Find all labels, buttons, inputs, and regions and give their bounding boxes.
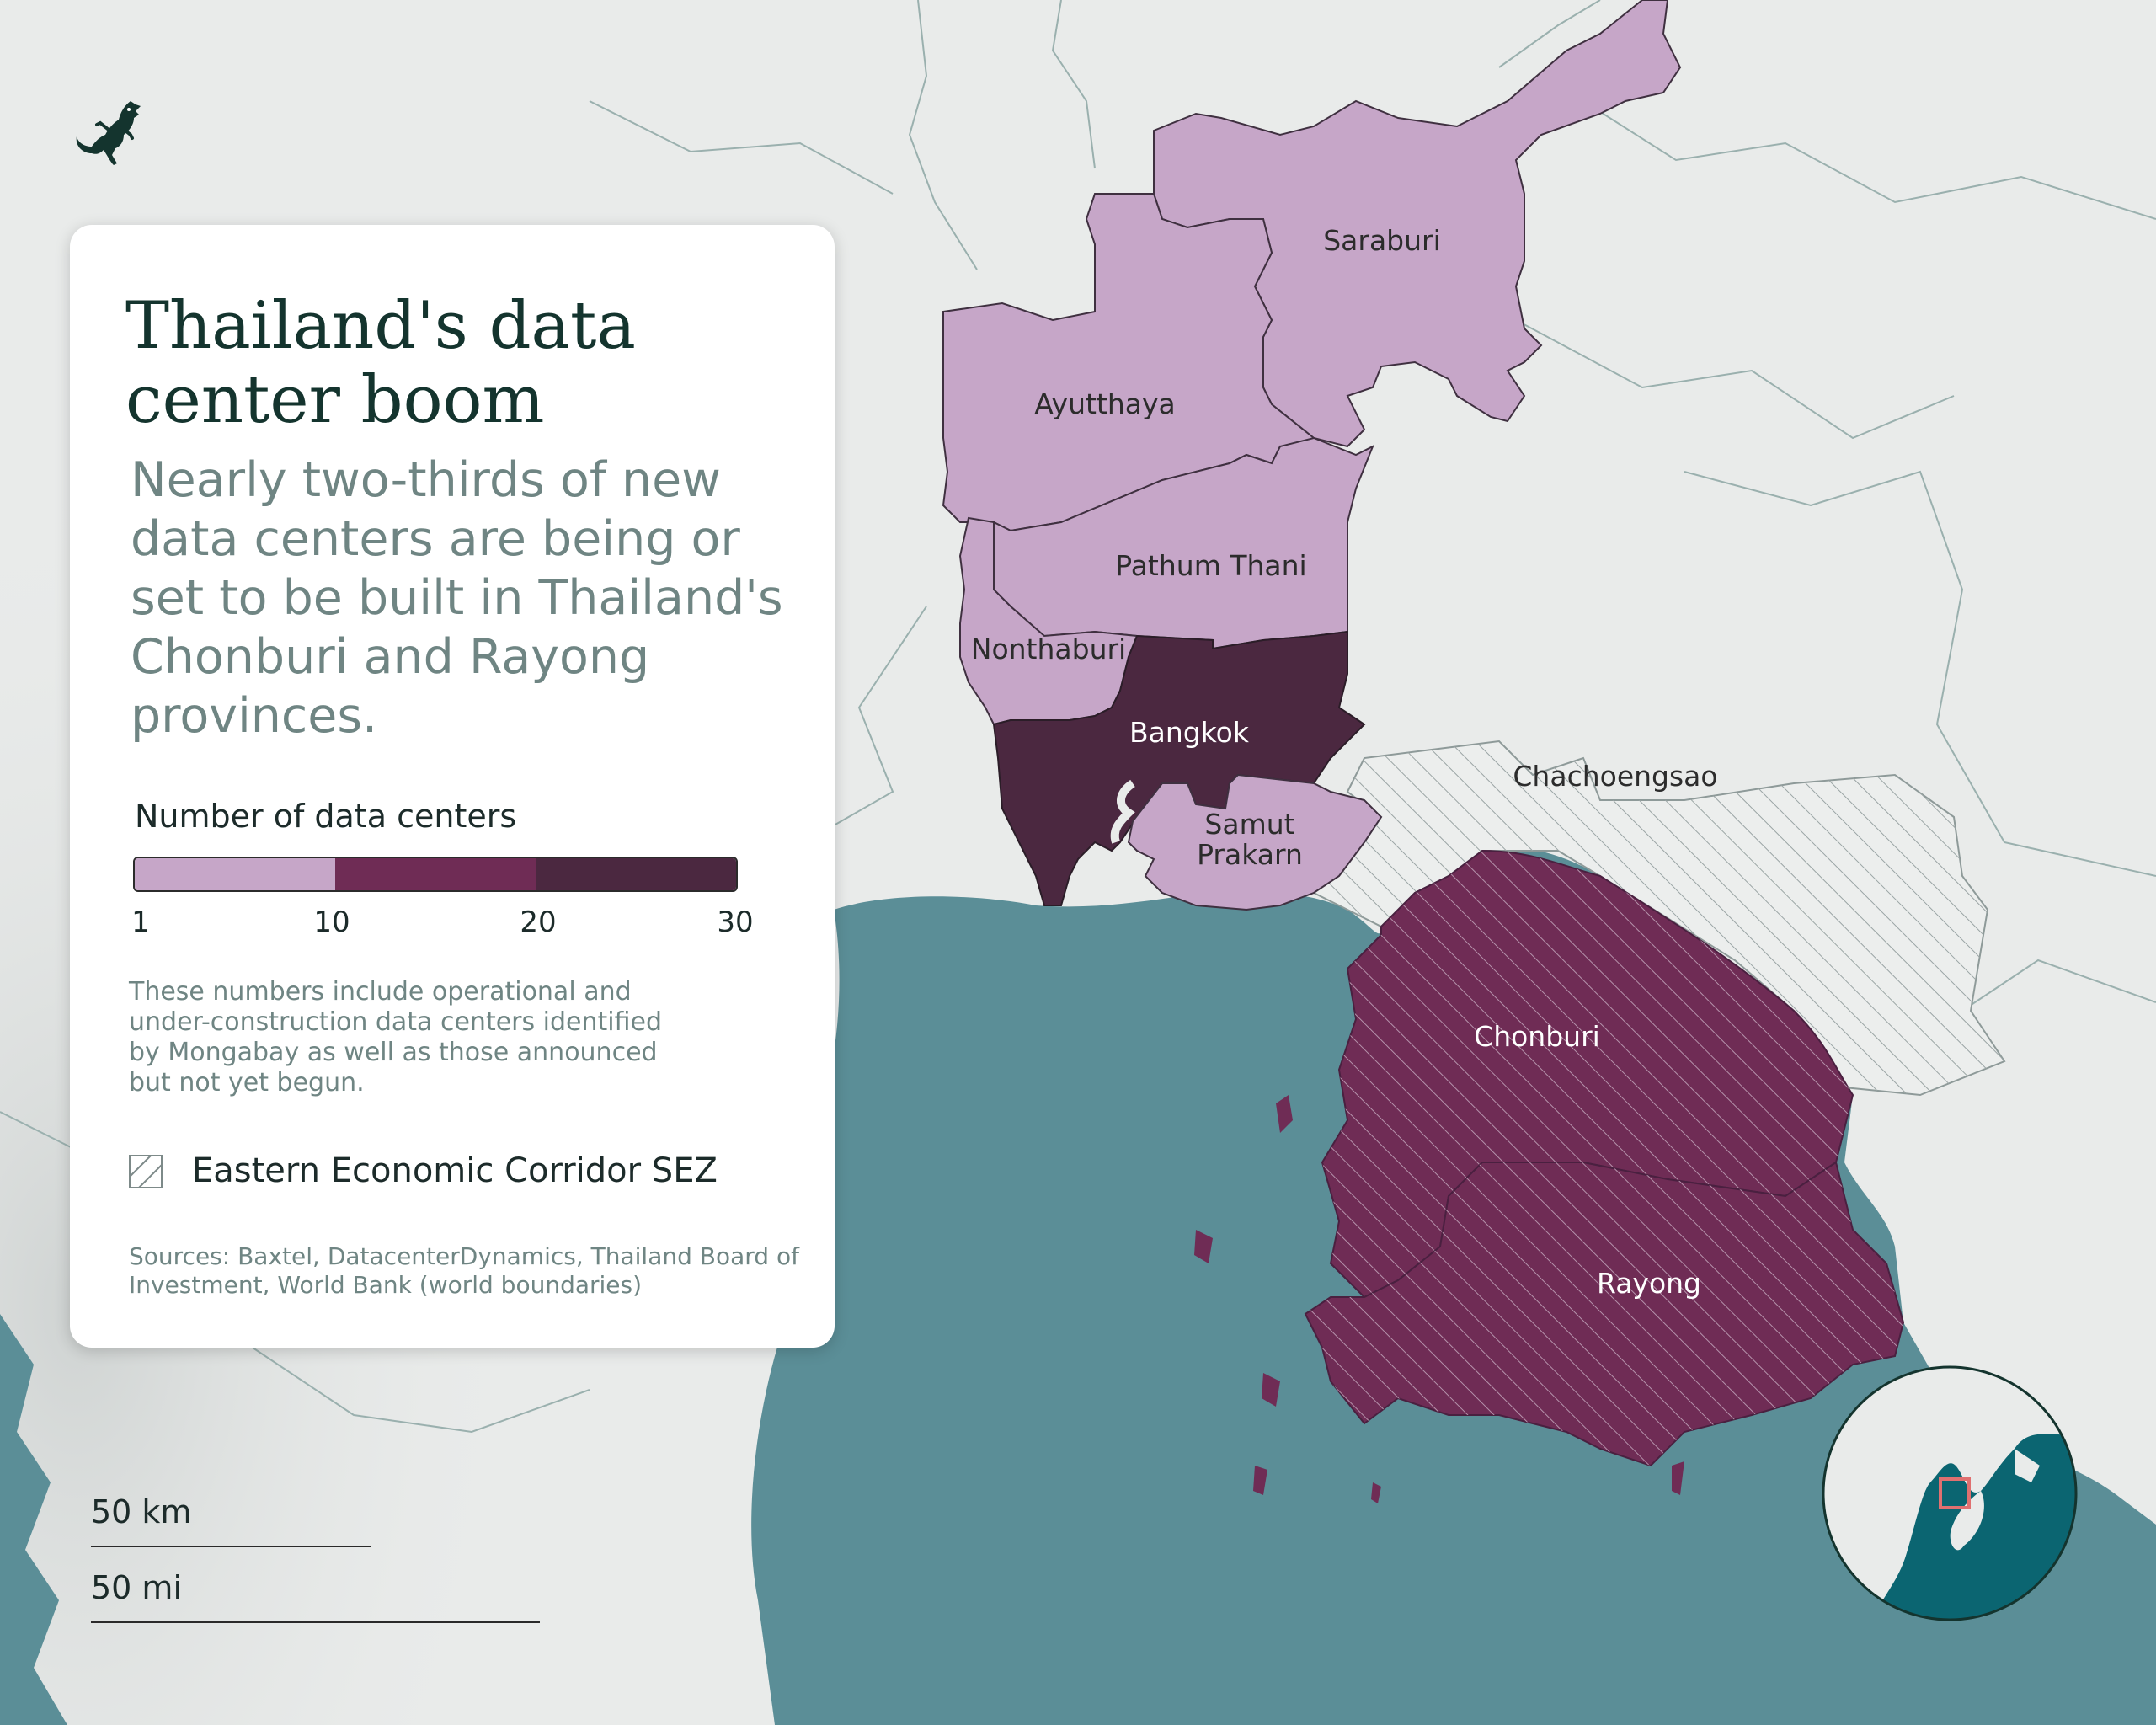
- sez-hatch-chachoengsao: [1289, 741, 2004, 1095]
- sez-legend-label: Eastern Economic Corridor SEZ: [192, 1151, 718, 1190]
- label-ayutthaya: Ayutthaya: [1034, 387, 1176, 420]
- sez-hatch-rayong: [1305, 1162, 1903, 1466]
- scale-km-label: 50 km: [91, 1493, 192, 1530]
- legend-note: These numbers include operational and un…: [129, 977, 663, 1097]
- legend-class-10-20: [335, 858, 536, 890]
- legend-tick-30: 30: [717, 905, 754, 939]
- province-samut-prakarn[interactable]: [1127, 773, 1383, 911]
- scale-km-line: [91, 1546, 371, 1547]
- label-prakarn: Prakarn: [1197, 838, 1303, 871]
- islands: [1194, 1095, 1684, 1503]
- legend-title: Number of data centers: [135, 798, 517, 835]
- label-saraburi: Saraburi: [1323, 224, 1441, 257]
- locator-globe: [1822, 1365, 2078, 1621]
- sez-hatch-chonburi: [1322, 851, 1853, 1297]
- locator-box: [1939, 1477, 1971, 1509]
- gecko-icon: [76, 101, 141, 165]
- label-samut: Samut: [1204, 808, 1294, 841]
- legend-class-20-30: [536, 858, 736, 890]
- scale-mi-label: 50 mi: [91, 1569, 183, 1606]
- label-rayong: Rayong: [1597, 1267, 1701, 1300]
- sources-text: Sources: Baxtel, DatacenterDynamics, Tha…: [129, 1242, 799, 1299]
- province-bangkok[interactable]: [992, 630, 1366, 906]
- label-pathum-thani: Pathum Thani: [1115, 549, 1306, 582]
- legend-color-bar: [133, 857, 738, 892]
- legend-class-1-10: [135, 858, 335, 890]
- andaman-coast: [0, 1314, 67, 1725]
- label-chonburi: Chonburi: [1474, 1020, 1600, 1053]
- sez-hatch-icon: [129, 1155, 163, 1188]
- label-bangkok: Bangkok: [1129, 716, 1250, 749]
- label-nonthaburi: Nonthaburi: [971, 633, 1126, 665]
- map-title: Thailand's data center boom: [125, 288, 636, 438]
- label-chachoengsao: Chachoengsao: [1513, 760, 1717, 793]
- map-subtitle: Nearly two-thirds of new data centers ar…: [131, 452, 783, 744]
- legend-tick-20: 20: [520, 905, 557, 939]
- legend-tick-10: 10: [313, 905, 350, 939]
- scale-mi-line: [91, 1621, 540, 1623]
- info-panel: Thailand's data center boom Nearly two-t…: [70, 225, 835, 1348]
- chao-phraya-river: [1110, 779, 1136, 844]
- legend-tick-1: 1: [131, 905, 150, 939]
